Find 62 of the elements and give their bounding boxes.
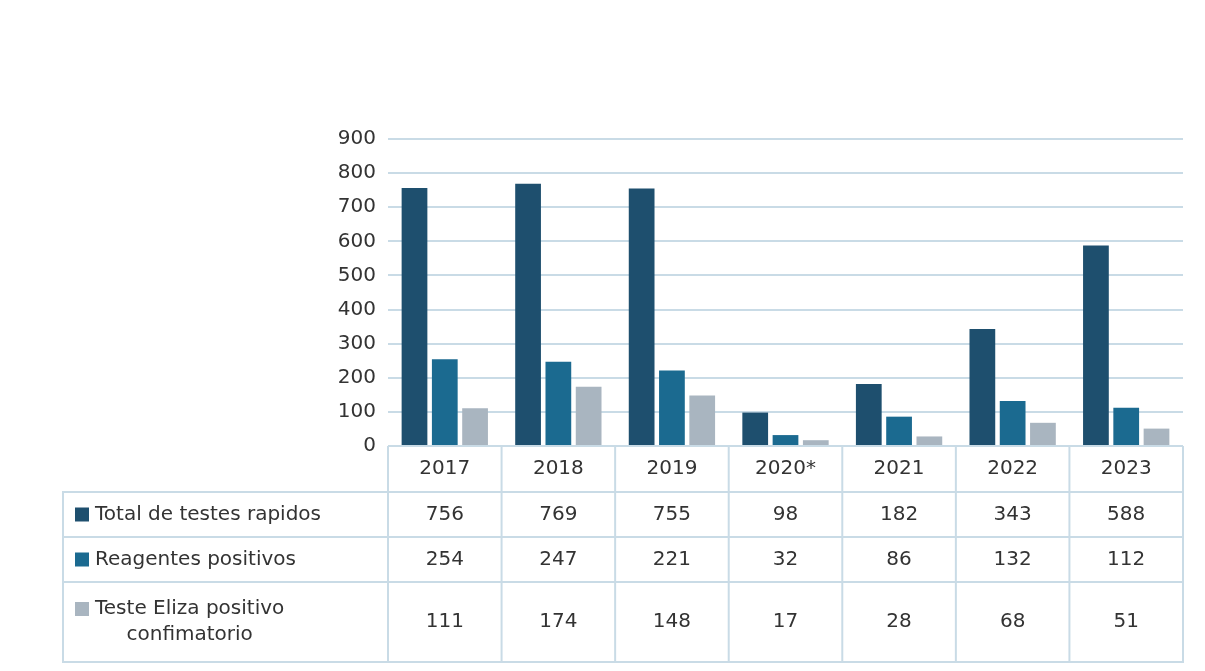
bar (802, 440, 829, 445)
legend-label: Teste Eliza positivo confimatorio (94, 595, 285, 646)
bar (772, 435, 799, 445)
x-tick-label: 2022 (987, 455, 1039, 480)
data-label: 755 (652, 500, 692, 525)
bar (431, 359, 458, 445)
x-tick-label: 2020* (755, 455, 816, 480)
data-label: 132 (993, 545, 1032, 570)
data-label: 17 (772, 608, 799, 633)
bar (1030, 422, 1056, 445)
bar (886, 416, 912, 445)
bar (1143, 428, 1170, 445)
y-tick-label: 700 (337, 193, 376, 218)
bar (742, 412, 769, 445)
bar (1083, 245, 1109, 445)
x-tick-label: 2023 (1100, 455, 1152, 480)
data-label: 28 (886, 608, 912, 633)
data-label: 769 (539, 500, 578, 525)
data-label: 111 (425, 608, 464, 633)
y-tick-label: 300 (337, 329, 376, 354)
data-label: 86 (886, 545, 912, 570)
data-label: 51 (1113, 608, 1139, 633)
bar (1113, 407, 1140, 445)
bar (462, 408, 488, 445)
x-tick-label: 2021 (873, 455, 925, 480)
bar (999, 400, 1026, 445)
bar (916, 436, 943, 445)
data-label: 756 (425, 500, 464, 525)
y-tick-label: 600 (337, 227, 376, 252)
data-label: 247 (539, 545, 578, 570)
x-tick-label: 2019 (646, 455, 698, 480)
y-tick-label: 800 (337, 159, 376, 184)
x-tick-label: 2017 (419, 455, 471, 480)
bar (689, 395, 716, 445)
data-label: 343 (993, 500, 1032, 525)
data-label: 174 (539, 608, 578, 633)
y-tick-label: 200 (337, 363, 376, 388)
data-label: 254 (425, 545, 464, 570)
data-label: 588 (1107, 500, 1146, 525)
bar (545, 361, 572, 445)
y-tick-label: 0 (363, 432, 376, 457)
data-label: 68 (999, 608, 1026, 633)
data-label: 112 (1107, 545, 1146, 570)
x-tick-label: 2018 (532, 455, 584, 480)
bar (401, 188, 428, 445)
legend-label: Total de testes rapidos (94, 500, 321, 525)
data-label: 221 (652, 545, 692, 570)
y-tick-label: 900 (337, 125, 376, 150)
legend-label: Reagentes positivos (95, 545, 296, 570)
data-label: 182 (879, 500, 919, 525)
bar (855, 383, 882, 445)
data-label: 32 (772, 545, 799, 570)
y-tick-label: 400 (337, 295, 376, 320)
bar (515, 183, 541, 445)
data-label: 98 (772, 500, 799, 525)
y-tick-label: 100 (337, 398, 376, 423)
bar (628, 188, 655, 445)
bar (969, 329, 996, 445)
bar (575, 386, 602, 445)
bar (659, 370, 685, 445)
y-tick-label: 500 (337, 261, 376, 286)
data-label: 148 (652, 608, 692, 633)
